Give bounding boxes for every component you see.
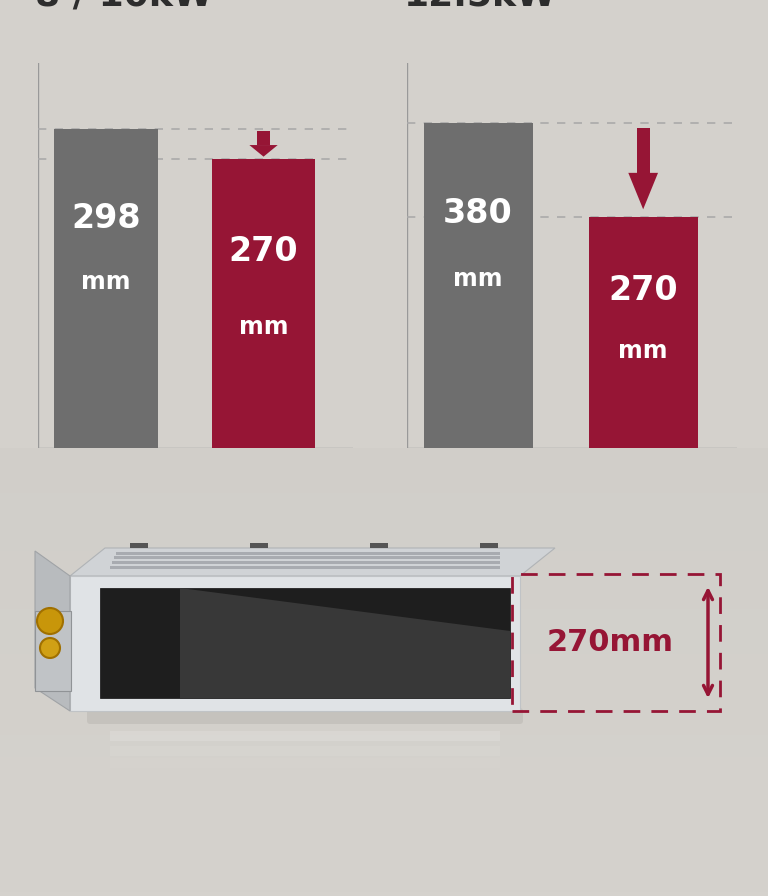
Bar (512, 574, 720, 711)
Bar (370, 543, 388, 548)
Bar (110, 758, 500, 768)
Bar (637, 128, 650, 173)
Polygon shape (35, 551, 70, 711)
Bar (480, 543, 498, 548)
Polygon shape (180, 588, 510, 698)
Text: New: New (238, 478, 289, 499)
Bar (112, 561, 500, 564)
Bar (110, 566, 500, 569)
Circle shape (37, 608, 63, 634)
Polygon shape (70, 548, 555, 576)
Text: Conventional: Conventional (401, 478, 555, 499)
Bar (424, 123, 532, 448)
Text: Conventional: Conventional (28, 478, 184, 499)
FancyBboxPatch shape (87, 708, 523, 724)
Bar (114, 556, 500, 559)
Text: mm: mm (81, 271, 131, 294)
Text: 270mm: 270mm (547, 628, 674, 657)
Text: mm: mm (453, 267, 503, 291)
Bar (130, 543, 148, 548)
Polygon shape (250, 145, 278, 157)
Bar (116, 552, 500, 555)
Bar (212, 159, 316, 448)
Bar (110, 746, 500, 756)
Bar (35, 611, 71, 691)
Circle shape (40, 638, 60, 658)
Bar (257, 131, 270, 145)
Bar (110, 731, 500, 741)
Text: New: New (617, 478, 669, 499)
Polygon shape (628, 173, 658, 210)
Text: 8 / 10kW: 8 / 10kW (35, 0, 213, 13)
Text: 270: 270 (608, 274, 678, 307)
Text: mm: mm (239, 314, 288, 339)
Bar (54, 129, 158, 448)
Text: 298: 298 (71, 202, 141, 235)
Bar (588, 217, 697, 448)
Bar (250, 543, 268, 548)
Polygon shape (70, 576, 520, 711)
Text: 380: 380 (443, 197, 513, 230)
Text: 270: 270 (229, 235, 298, 268)
Polygon shape (100, 588, 510, 698)
Text: mm: mm (618, 339, 668, 363)
Text: 12.5kW: 12.5kW (404, 0, 557, 13)
